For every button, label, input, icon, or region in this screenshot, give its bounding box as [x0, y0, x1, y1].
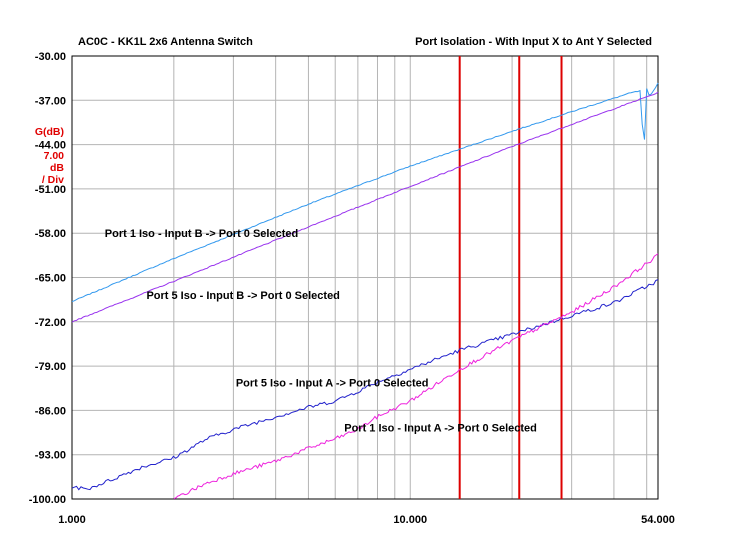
x-tick-label: 1.000: [58, 514, 86, 526]
x-tick-label: 54.000: [641, 514, 675, 526]
series-annotation: Port 5 Iso - Input B -> Port 0 Selected: [146, 290, 339, 302]
y-tick-label: -37.00: [35, 95, 66, 107]
y-tick-label: -79.00: [35, 361, 66, 373]
series-line: [173, 253, 659, 500]
y-tick-label: -44.00: [35, 140, 66, 152]
y-quantity-label: G(dB): [34, 126, 64, 138]
y-tick-label: -100.00: [29, 494, 66, 506]
series-annotation: Port 1 Iso - Input B -> Port 0 Selected: [105, 228, 298, 240]
y-tick-label: -86.00: [35, 405, 66, 417]
y-tick-label: -58.00: [35, 228, 66, 240]
per-div-value: 7.00: [43, 150, 64, 162]
y-tick-label: -93.00: [35, 450, 66, 462]
series-annotation: Port 1 Iso - Input A -> Port 0 Selected: [344, 422, 537, 434]
y-tick-label: -30.00: [35, 51, 66, 63]
x-tick-label: 10.000: [393, 514, 427, 526]
y-tick-label: -65.00: [35, 273, 66, 285]
y-tick-label: -72.00: [35, 317, 66, 329]
y-tick-label: -51.00: [35, 184, 66, 196]
per-div-suffix: / Div: [41, 174, 64, 186]
series-line: [71, 82, 659, 302]
chart-right-title: Port Isolation - With Input X to Ant Y S…: [415, 36, 652, 48]
per-div-unit: dB: [50, 162, 64, 174]
series-line: [71, 91, 659, 323]
chart-left-title: AC0C - KK1L 2x6 Antenna Switch: [78, 36, 253, 48]
plot-frame: [71, 55, 659, 500]
series-annotation: Port 5 Iso - Input A -> Port 0 Selected: [236, 377, 429, 389]
